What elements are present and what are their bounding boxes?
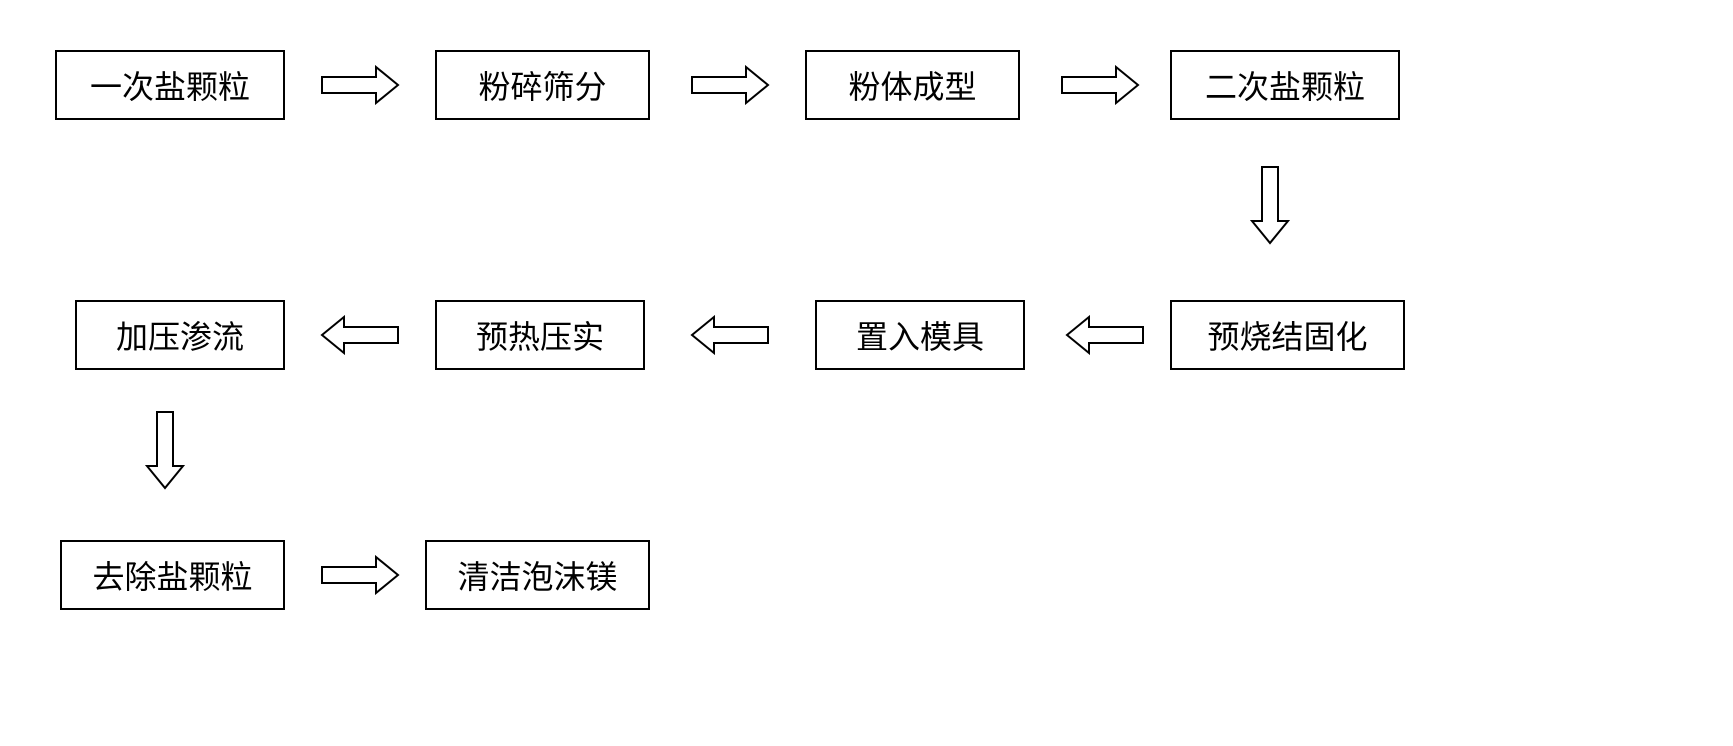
flow-node-n4: 二次盐颗粒 [1170,50,1400,120]
flow-node-n9: 去除盐颗粒 [60,540,285,610]
arrow-n8-n9 [145,410,185,495]
flow-node-n10: 清洁泡沫镁 [425,540,650,610]
flowchart-canvas: 一次盐颗粒 粉碎筛分 粉体成型 二次盐颗粒预烧结固化 置入模具 预热压实 加压渗流去除盐颗粒… [30,30,1733,716]
arrow-n3-n4 [1060,65,1140,110]
arrow-n7-n8 [320,315,400,360]
arrow-n9-n10 [320,555,400,600]
flow-node-n6: 置入模具 [815,300,1025,370]
arrow-n1-n2 [320,65,400,110]
arrow-n6-n7 [690,315,770,360]
flow-node-n5: 预烧结固化 [1170,300,1405,370]
flow-node-n7: 预热压实 [435,300,645,370]
arrow-n2-n3 [690,65,770,110]
flow-node-n8: 加压渗流 [75,300,285,370]
arrow-n4-n5 [1250,165,1290,250]
arrow-n5-n6 [1065,315,1145,360]
flow-node-n2: 粉碎筛分 [435,50,650,120]
flow-node-n1: 一次盐颗粒 [55,50,285,120]
flow-node-n3: 粉体成型 [805,50,1020,120]
